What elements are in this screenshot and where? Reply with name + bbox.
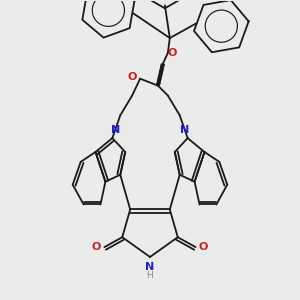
Text: N: N [111,125,120,135]
Text: O: O [167,48,176,58]
Text: H: H [147,271,153,280]
Text: O: O [199,242,208,252]
Text: O: O [128,72,137,82]
Text: N: N [180,125,189,135]
Text: O: O [92,242,101,252]
Text: N: N [146,262,154,272]
